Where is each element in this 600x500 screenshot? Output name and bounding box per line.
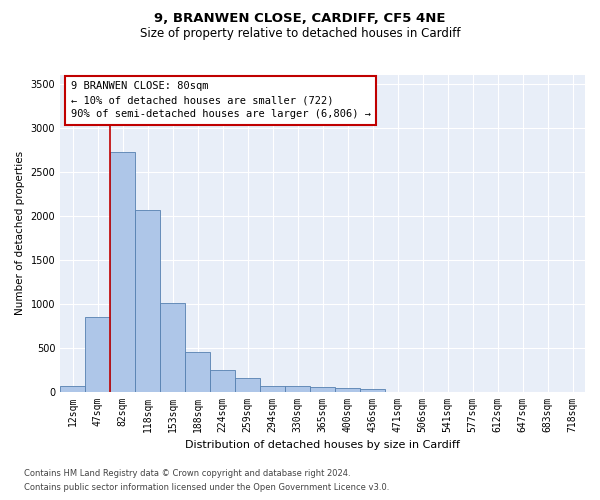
Bar: [260, 386, 285, 392]
Bar: [60, 386, 85, 392]
Bar: [310, 387, 335, 392]
Bar: [235, 378, 260, 392]
Bar: [185, 352, 210, 392]
Bar: [160, 303, 185, 392]
Text: Contains HM Land Registry data © Crown copyright and database right 2024.: Contains HM Land Registry data © Crown c…: [24, 468, 350, 477]
Bar: [85, 317, 110, 392]
Bar: [210, 370, 235, 392]
Bar: [360, 390, 385, 392]
X-axis label: Distribution of detached houses by size in Cardiff: Distribution of detached houses by size …: [185, 440, 460, 450]
Text: Size of property relative to detached houses in Cardiff: Size of property relative to detached ho…: [140, 28, 460, 40]
Text: 9 BRANWEN CLOSE: 80sqm
← 10% of detached houses are smaller (722)
90% of semi-de: 9 BRANWEN CLOSE: 80sqm ← 10% of detached…: [71, 82, 371, 120]
Bar: [285, 386, 310, 392]
Bar: [335, 388, 360, 392]
Bar: [110, 152, 135, 392]
Text: Contains public sector information licensed under the Open Government Licence v3: Contains public sector information licen…: [24, 484, 389, 492]
Bar: [135, 210, 160, 392]
Y-axis label: Number of detached properties: Number of detached properties: [15, 151, 25, 316]
Text: 9, BRANWEN CLOSE, CARDIFF, CF5 4NE: 9, BRANWEN CLOSE, CARDIFF, CF5 4NE: [154, 12, 446, 26]
